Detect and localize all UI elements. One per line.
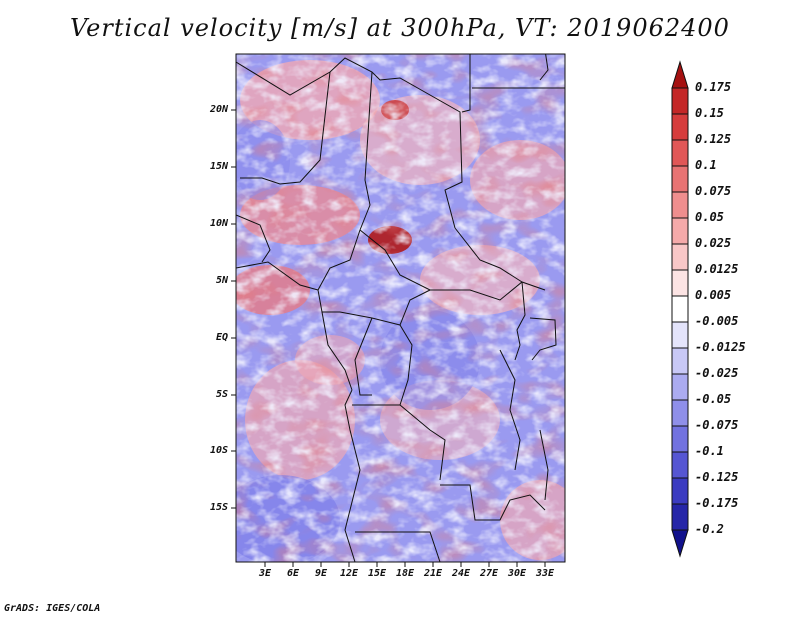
colorbar-label: -0.05 (695, 392, 732, 406)
colorbar-box (671, 191, 689, 219)
colorbar-box (671, 451, 689, 479)
colorbar-label: 0.15 (695, 106, 724, 120)
colorbar-box (671, 477, 689, 505)
velocity-field (236, 54, 565, 562)
colorbar-box (671, 399, 689, 427)
colorbar-label: 0.1 (695, 158, 717, 172)
colorbar-bottom-triangle (671, 529, 689, 558)
colorbar-label: -0.075 (695, 418, 739, 432)
grads-footer: GrADS: IGES/COLA (4, 603, 101, 614)
lon-label-30e: 30E (507, 568, 527, 579)
colorbar-box (671, 217, 689, 245)
colorbar-box (671, 243, 689, 271)
lat-ticks (231, 109, 236, 509)
lon-label-6e: 6E (286, 568, 300, 579)
colorbar-box (671, 503, 689, 531)
lat-label-eq: EQ (215, 332, 228, 343)
map-frame (235, 53, 566, 563)
lon-ticks (264, 562, 546, 567)
colorbar-box (671, 373, 689, 401)
colorbar (671, 60, 689, 558)
colorbar-box (671, 87, 689, 115)
colorbar-top-triangle (671, 60, 689, 89)
lat-label-5n: 5N (215, 275, 228, 286)
colorbar-box (671, 295, 689, 323)
colorbar-label: -0.125 (695, 470, 739, 484)
lon-label-9e: 9E (314, 568, 328, 579)
colorbar-box (671, 269, 689, 297)
colorbar-box (671, 347, 689, 375)
country-borders (236, 54, 565, 562)
colorbar-label: 0.05 (695, 210, 724, 224)
lat-label-10s: 10S (209, 445, 228, 456)
colorbar-label: 0.175 (695, 80, 732, 94)
lon-label-33e: 33E (535, 568, 555, 579)
colorbar-box (671, 139, 689, 167)
lat-label-15n: 15N (209, 161, 228, 172)
colorbar-box (671, 113, 689, 141)
colorbar-label: 0.125 (695, 132, 732, 146)
lat-label-15s: 15S (209, 502, 228, 513)
colorbar-label: -0.025 (695, 366, 739, 380)
chart-title: Vertical velocity [m/s] at 300hPa, VT: 2… (70, 14, 730, 42)
colorbar-label: 0.075 (695, 184, 732, 198)
colorbar-label: -0.2 (695, 522, 724, 536)
lon-label-24e: 24E (451, 568, 471, 579)
colorbar-box (671, 425, 689, 453)
lon-label-18e: 18E (395, 568, 415, 579)
colorbar-label: 0.0125 (695, 262, 739, 276)
colorbar-label: -0.0125 (695, 340, 746, 354)
colorbar-label: -0.1 (695, 444, 724, 458)
lon-label-21e: 21E (423, 568, 443, 579)
colorbar-label: -0.175 (695, 496, 739, 510)
lon-label-27e: 27E (479, 568, 499, 579)
colorbar-box (671, 165, 689, 193)
colorbar-label: 0.025 (695, 236, 732, 250)
lon-label-12e: 12E (339, 568, 359, 579)
lat-label-10n: 10N (209, 218, 228, 229)
lon-label-15e: 15E (367, 568, 387, 579)
colorbar-label: -0.005 (695, 314, 739, 328)
lon-label-3e: 3E (258, 568, 272, 579)
lat-label-20n: 20N (209, 104, 228, 115)
colorbar-label: 0.005 (695, 288, 732, 302)
lat-label-5s: 5S (215, 389, 228, 400)
colorbar-box (671, 321, 689, 349)
